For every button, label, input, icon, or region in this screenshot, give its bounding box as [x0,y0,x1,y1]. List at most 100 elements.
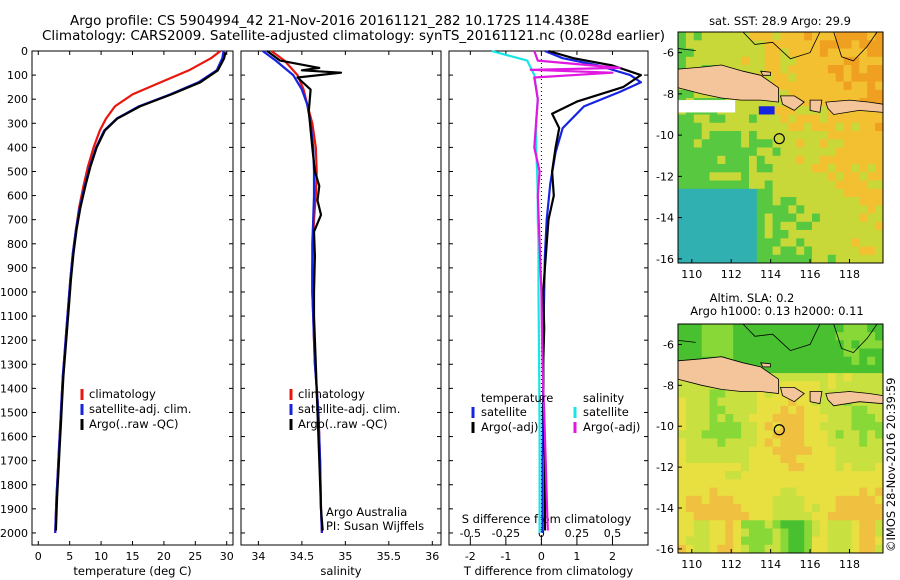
map-cell [772,155,782,165]
map-cell [859,356,868,366]
legend-label: satellite-adj. clim. [89,402,191,416]
map-cell [827,254,837,263]
map-cell [693,238,703,248]
map-cell [685,544,695,553]
map-cell [678,89,687,99]
map-cell [827,172,837,182]
y-tick-label: 1000 [0,286,28,299]
map-cell [780,56,789,66]
map-cell [875,254,883,263]
map-cell [764,213,774,223]
map-cell [788,528,797,538]
map-cell [819,254,829,263]
map-cell [725,246,734,256]
map-cell [819,155,829,165]
map-cell [733,254,742,263]
map-cell [788,180,797,190]
map-cell [764,122,774,132]
map-cell [756,544,766,553]
map-cell [764,254,774,263]
map-cell [875,81,883,91]
map-cell [756,40,766,50]
map-cell [788,348,797,358]
map-cell [875,48,883,58]
map-cell [764,422,774,431]
map-cell [772,246,782,256]
y-tick-label: 1900 [0,503,28,516]
map-cell [772,528,782,538]
map-cell [851,364,860,374]
map-cell [693,438,703,448]
map-cell [717,164,726,173]
map-cell [819,172,829,182]
map-cell [819,147,829,157]
map-cell [772,147,782,157]
map-cell [709,438,718,448]
map-cell [804,254,813,263]
map-cell [819,73,829,83]
map-cell [756,246,766,256]
map-cell [819,503,829,513]
map-cell [867,205,876,215]
map-cell [725,463,734,472]
map-cell [678,131,687,140]
map-cell [859,139,868,149]
map-cell [725,487,734,497]
map-cell [843,114,853,124]
map-cell [812,238,821,248]
map-cell [804,56,813,66]
map-cell [701,139,711,149]
map-cell [843,471,853,480]
map-cell [796,397,805,407]
map-cell [764,528,774,538]
map-x-tick-label: 110 [681,268,702,281]
map-cell [772,356,782,366]
map-cell [859,495,868,505]
map-cell [804,246,813,256]
map-cell [717,40,726,50]
map-cell [812,373,821,382]
map-cell [741,430,750,440]
map-cell [717,332,726,341]
map-cell [756,155,766,165]
map-cell [843,446,853,456]
map-cell [678,528,687,538]
map-cell [835,213,845,223]
map-cell [835,172,845,182]
map-cell [788,332,797,341]
map-cell [804,536,813,546]
map-cell [733,213,742,223]
map-cell [827,180,837,190]
map-cell [725,422,734,431]
map-cell [717,405,726,415]
map-cell [701,340,711,350]
map-cell [725,544,734,553]
map-cell [685,503,695,513]
map-cell [867,544,876,553]
map-cell [843,32,853,41]
map-cell [678,340,687,350]
legend-label: climatology [298,387,365,401]
map-cell [678,487,687,497]
map-cell [756,463,766,472]
map-cell [709,213,718,223]
map-cell [764,520,774,530]
coastline [742,32,821,60]
map-cell [701,348,711,358]
map-cell [749,221,758,231]
map-cell [827,430,837,440]
map-cell [859,373,868,382]
x-tick-label: 5 [66,550,73,563]
map-cell [804,381,813,391]
map-cell [859,180,868,190]
map-cell [859,164,868,173]
map-cell [733,238,742,248]
map-cell [835,65,845,74]
map-cell [741,147,750,157]
map-cell [851,238,860,248]
map-cell [725,139,734,149]
map-cell [749,332,758,341]
map-cell [678,139,687,149]
map-cell [701,324,711,333]
map-cell [819,106,829,116]
